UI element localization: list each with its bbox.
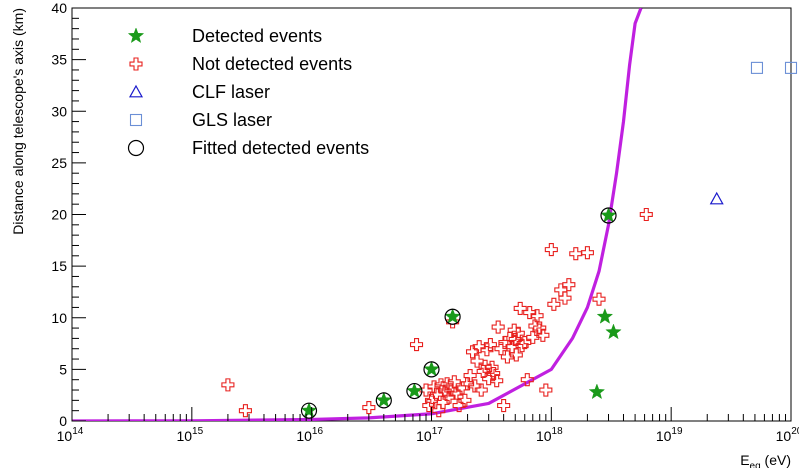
not-detected-event-point [509, 348, 523, 362]
detected-event-point [600, 206, 617, 223]
points-layer [221, 61, 798, 419]
legend: Detected events Not detected events CLF la… [127, 26, 369, 158]
not-detected-event-point [491, 320, 505, 334]
legend-marker [127, 27, 145, 44]
y-tick-label: 35 [51, 52, 67, 68]
not-detected-event-point [424, 393, 439, 407]
legend-entry-label: Detected events [192, 26, 322, 46]
legend-entry-label: GLS laser [192, 110, 272, 130]
y-tick-label: 15 [51, 258, 67, 274]
legend-marker [129, 113, 143, 127]
legend-entry-label: CLF laser [192, 82, 270, 102]
not-detected-event-point [436, 395, 450, 409]
not-detected-event-point [463, 369, 477, 383]
fit-curve [72, 8, 643, 421]
not-detected-event-point [539, 383, 553, 397]
x-tick-label: 1018 [536, 426, 563, 444]
x-tick-label: 1017 [416, 426, 443, 444]
not-detected-event-point [422, 398, 436, 413]
legend-marker [129, 57, 143, 71]
x-axis-label: Eeq (eV) [740, 452, 791, 468]
not-detected-event-point [562, 278, 576, 292]
y-tick-label: 20 [51, 207, 67, 223]
not-detected-event-point [500, 350, 514, 364]
fit-curve-layer [72, 8, 643, 421]
not-detected-event-point [518, 335, 532, 350]
x-tick-label: 1019 [656, 426, 683, 444]
not-detected-event-point [520, 373, 534, 387]
not-detected-event-point [474, 383, 488, 397]
fitted-event-point [406, 382, 423, 400]
legend-entry-label: Fitted detected events [192, 138, 369, 158]
not-detected-event-point [580, 246, 594, 260]
not-detected-event-point [523, 306, 537, 320]
detected-event-point [375, 391, 393, 408]
detected-event-point [605, 323, 622, 340]
legend-marker [128, 84, 144, 98]
fitted-event-point [375, 392, 392, 409]
not-detected-event-point [482, 372, 496, 386]
gls-laser-point [784, 61, 798, 74]
not-detected-event-point [458, 393, 472, 407]
x-tick-label: 1016 [296, 426, 323, 444]
y-axis-label: Distance along telescope's axis (km) [10, 8, 26, 235]
detected-event-point [596, 308, 614, 324]
not-detected-event-point [533, 321, 547, 335]
x-tick-label: 1015 [176, 426, 203, 444]
not-detected-event-point [544, 243, 558, 257]
not-detected-event-point [238, 404, 252, 418]
not-detected-event-point [558, 291, 572, 305]
gls-laser-point [750, 61, 764, 74]
not-detected-event-point [490, 374, 504, 388]
not-detected-event-point [485, 360, 499, 374]
legend-entry-label: Not detected events [192, 54, 352, 74]
not-detected-event-point [547, 297, 561, 311]
clf-laser-point [709, 191, 724, 205]
not-detected-event-point [465, 345, 480, 359]
not-detected-event-point [438, 384, 452, 398]
not-detected-event-point [452, 398, 466, 413]
y-tick-label: 25 [51, 155, 67, 171]
not-detected-event-point [536, 328, 550, 342]
not-detected-event-point [476, 364, 490, 378]
not-detected-event-point [483, 338, 497, 352]
y-tick-label: 10 [51, 310, 67, 326]
not-detected-event-point [497, 398, 511, 413]
fitted-event-point [600, 207, 617, 224]
not-detected-event-point [440, 377, 454, 391]
detected-event-point [406, 382, 423, 399]
not-detected-event-point [508, 332, 522, 346]
not-detected-event-point [362, 401, 376, 415]
fitted-event-point [444, 308, 461, 325]
y-tick-label: 40 [51, 0, 67, 16]
not-detected-event-point [528, 319, 542, 333]
fitted-event-point [423, 361, 440, 378]
x-tick-label: 1014 [57, 426, 84, 444]
not-detected-event-point [526, 330, 540, 344]
y-tick-label: 30 [51, 103, 67, 119]
detected-event-point [588, 383, 606, 400]
detected-event-point [423, 360, 440, 377]
not-detected-event-point [221, 378, 235, 392]
x-tick-label: 1020 [776, 426, 799, 444]
not-detected-event-point [472, 340, 486, 354]
not-detected-event-point [427, 380, 441, 394]
not-detected-event-point [487, 366, 501, 381]
not-detected-event-point [515, 339, 529, 353]
fitted-event-point [300, 402, 318, 419]
legend-marker [127, 139, 145, 157]
not-detected-event-point [513, 301, 527, 316]
y-tick-label: 0 [59, 413, 67, 429]
y-tick-label: 5 [59, 361, 67, 377]
not-detected-event-point [434, 378, 448, 392]
not-detected-event-point [592, 292, 606, 306]
detected-event-point [444, 308, 461, 324]
not-detected-event-point [409, 338, 424, 352]
detected-event-point [300, 401, 318, 418]
not-detected-event-point [639, 207, 653, 222]
not-detected-event-point [569, 247, 583, 261]
